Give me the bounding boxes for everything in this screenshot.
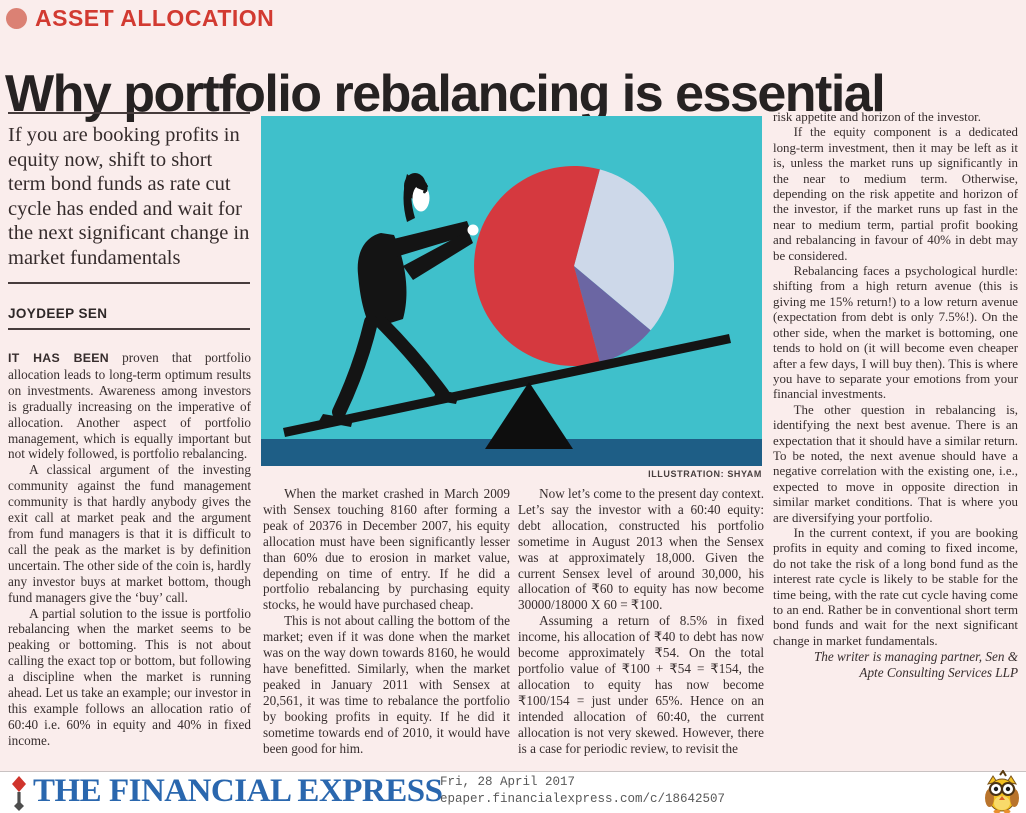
- body-column-1: IT HAS BEEN proven that portfolio alloca…: [8, 350, 251, 770]
- body-paragraph: If the equity component is a dedicated l…: [773, 125, 1018, 263]
- article-illustration: [261, 116, 762, 466]
- seesaw-fulcrum: [485, 382, 573, 449]
- body-paragraph: risk appetite and horizon of the investo…: [773, 110, 981, 124]
- footer-meta: Fri, 28 April 2017 epaper.financialexpre…: [440, 774, 725, 807]
- body-paragraph: IT HAS BEEN proven that portfolio alloca…: [8, 350, 251, 462]
- illustration-credit: ILLUSTRATION: SHYAM: [648, 469, 762, 479]
- section-bullet-icon: [6, 8, 27, 29]
- writer-credit: The writer is managing partner, Sen & Ap…: [813, 649, 1018, 681]
- body-column-4: risk appetite and horizon of the investo…: [773, 110, 1018, 772]
- epaper-footer: [0, 771, 1026, 813]
- seesaw-pie-illustration: [261, 116, 762, 466]
- seesaw-plank: [283, 334, 731, 437]
- body-paragraph: The other question in rebalancing is, id…: [773, 402, 1018, 525]
- body-paragraph: Rebalancing faces a psychological hurdle…: [773, 264, 1018, 402]
- body-paragraph: Assuming a return of 8.5% in fixed incom…: [518, 613, 764, 756]
- owl-mascot-icon: [982, 769, 1022, 813]
- body-paragraph: This is not about calling the bottom of …: [263, 613, 510, 756]
- body-column-3: Now let’s come to the present day contex…: [518, 486, 764, 770]
- epaper-url[interactable]: epaper.financialexpress.com/c/18642507: [440, 791, 726, 806]
- body-paragraph: A partial solution to the issue is portf…: [8, 605, 251, 748]
- lead-in: IT HAS BEEN: [8, 351, 109, 365]
- pie-chart: [474, 166, 675, 366]
- masthead: THE FINANCIAL EXPRESS: [33, 773, 443, 809]
- person-figure: [319, 173, 479, 427]
- publish-date: Fri, 28 April 2017: [440, 775, 576, 789]
- standfirst-block: If you are booking profits in equity now…: [8, 112, 250, 330]
- body-paragraph: A classical argument of the investing co…: [8, 462, 251, 605]
- fe-logo-icon: [9, 775, 29, 813]
- lead-rest: proven that portfolio allocation leads t…: [8, 350, 251, 462]
- body-paragraph: Now let’s come to the present day contex…: [518, 486, 764, 613]
- body-paragraph: When the market crashed in March 2009 wi…: [263, 486, 510, 613]
- section-kicker: ASSET ALLOCATION: [35, 5, 275, 31]
- body-paragraph: In the current context, if you are booki…: [773, 525, 1018, 648]
- body-column-2: When the market crashed in March 2009 wi…: [263, 486, 510, 770]
- standfirst: If you are booking profits in equity now…: [8, 112, 250, 284]
- byline: JOYDEEP SEN: [8, 306, 250, 330]
- article-headline: Why portfolio rebalancing is essential: [5, 64, 886, 123]
